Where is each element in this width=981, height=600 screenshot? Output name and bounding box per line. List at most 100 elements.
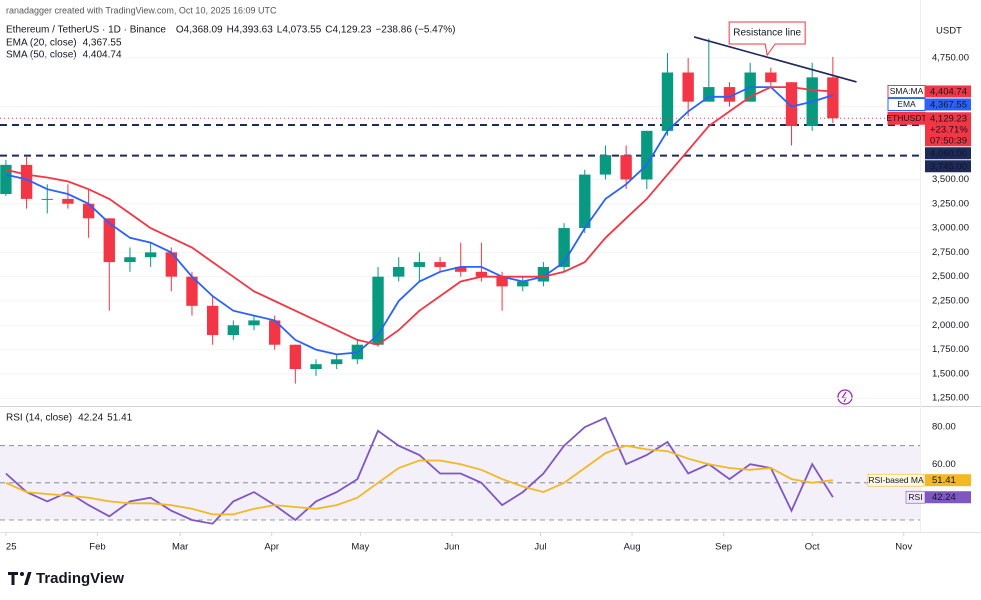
- x-tick-label: May: [351, 542, 369, 553]
- candle-body: [765, 72, 777, 83]
- legend-text: Ethereum / TetherUS · 1D · Binance: [6, 25, 166, 36]
- x-tick-label: 25: [6, 542, 17, 553]
- axis-tag-name: ETHUSDT: [886, 113, 926, 123]
- credit: ranadagger created with TradingView.com,…: [6, 5, 277, 15]
- series-line: [5, 86, 834, 356]
- brand-name: TradingView: [36, 570, 124, 587]
- legend-text: −238.86 (−5.47%): [375, 25, 455, 36]
- axis-tag-label: 4,129.23: [930, 113, 967, 124]
- candle-body: [124, 257, 136, 263]
- y-tick-label: 80.00: [932, 422, 956, 433]
- legend-text: RSI (14, close): [6, 413, 72, 424]
- candle-body: [289, 344, 302, 370]
- candle-body: [785, 82, 798, 126]
- y-tick-label: 3,500.00: [932, 174, 969, 185]
- axis-tag-name: EMA: [897, 99, 916, 109]
- axis-tag: [925, 147, 971, 160]
- logo-mark: [24, 572, 32, 585]
- axis-unit: USDT: [936, 26, 962, 37]
- alert-icon[interactable]: [837, 389, 853, 405]
- candle-body: [661, 72, 674, 131]
- y-tick-label: 4,750.00: [932, 52, 969, 63]
- x-tick-label: Apr: [264, 542, 279, 553]
- axis-tag: [925, 85, 971, 98]
- candle-body: [723, 87, 736, 102]
- candle-body: [227, 325, 240, 335]
- axis-tag-label: 4,367.55: [930, 99, 967, 110]
- candle-body: [517, 281, 529, 287]
- candle-body: [268, 320, 281, 345]
- axis-tag-sub: +23.71%: [930, 124, 968, 135]
- x-tick-label: Jul: [534, 542, 546, 553]
- axis-tag: [925, 112, 971, 147]
- series-line: [5, 86, 833, 346]
- legend-text: 4,368.09: [184, 25, 223, 36]
- candle-body: [620, 155, 632, 180]
- y-tick-label: 2,750.00: [932, 247, 969, 258]
- legend-text: 4,367.55: [83, 38, 122, 49]
- axis-tag-name: RSI: [908, 492, 922, 502]
- logo-mark: [8, 572, 18, 585]
- y-tick-label: 1,250.00: [932, 393, 969, 404]
- legend-text: 42.24: [78, 413, 103, 424]
- legend-text: 4,393.63: [234, 25, 273, 36]
- candle-body: [331, 359, 343, 365]
- candle-body: [827, 77, 839, 119]
- axis-tag-sub: 07:50:39: [930, 135, 967, 146]
- x-tick-label: Feb: [89, 542, 105, 553]
- legend-text: 4,073.55: [282, 25, 321, 36]
- axis-tag-label: 42.24: [932, 492, 956, 503]
- annotation: Resistance line: [733, 28, 801, 39]
- axis-tag-label: 3,745.00: [930, 161, 967, 172]
- axis-tag: [925, 474, 971, 487]
- legend-text: L: [277, 25, 283, 36]
- candle-body: [558, 228, 570, 267]
- candle-body: [206, 305, 219, 335]
- y-tick-label: 60.00: [932, 459, 956, 470]
- series-line: [5, 416, 834, 525]
- candle-body: [703, 87, 715, 102]
- logo-mark: [20, 572, 24, 576]
- axis-tag-name: RSI-based MA: [868, 475, 924, 485]
- legend-text: EMA (20, close): [6, 38, 77, 49]
- candle-body: [0, 164, 12, 195]
- candle-body: [393, 266, 405, 277]
- axis-tag-name-box: [867, 473, 925, 487]
- candle-body: [62, 198, 74, 204]
- y-tick-label: 1,750.00: [932, 344, 969, 355]
- candle-body: [413, 262, 426, 267]
- candle-body: [579, 174, 591, 229]
- x-tick-label: Jun: [444, 542, 459, 553]
- candle-body: [372, 276, 384, 345]
- axis-tag: [925, 160, 971, 173]
- axis-tag-name: SMA:MA: [890, 86, 924, 96]
- x-tick-label: Nov: [895, 542, 912, 553]
- candle-body: [144, 252, 157, 258]
- candle-body: [537, 266, 550, 282]
- legend-text: C: [325, 25, 332, 36]
- candle-body: [165, 252, 177, 277]
- axis-tag-label: 4,060.00: [930, 148, 967, 159]
- y-tick-label: 2,500.00: [932, 271, 969, 282]
- candle-body: [455, 266, 467, 272]
- annotation-callout: [728, 21, 806, 57]
- candle-body: [599, 155, 612, 175]
- legend-text: 4,129.23: [333, 25, 372, 36]
- y-tick-label: 2,000.00: [932, 320, 969, 331]
- candle-body: [434, 262, 446, 267]
- brand-logo: TradingView: [8, 570, 124, 587]
- candle-body: [475, 271, 488, 277]
- candle-body: [20, 164, 33, 199]
- candle-body: [641, 130, 653, 180]
- candle-body: [310, 364, 322, 370]
- axis-tag: [925, 98, 971, 111]
- candle-body: [103, 218, 115, 263]
- candle-body: [248, 320, 260, 326]
- legend-text: SMA (50, close): [6, 50, 77, 61]
- candle-body: [186, 276, 198, 306]
- candle-body: [41, 198, 53, 200]
- axis-tag-label: 51.41: [932, 475, 956, 486]
- y-tick-label: 1,500.00: [932, 368, 969, 379]
